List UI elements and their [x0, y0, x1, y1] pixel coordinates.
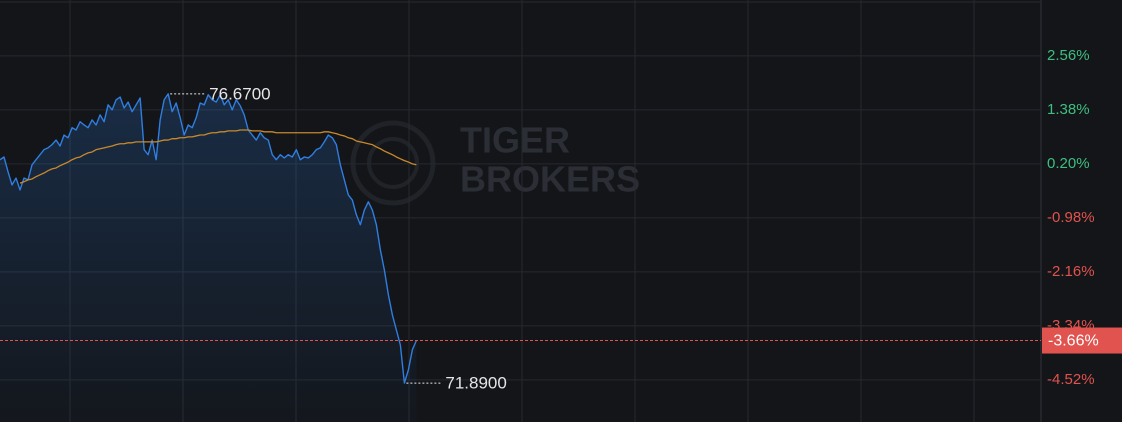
annotation-label: 71.8900 [445, 374, 506, 393]
y-tick-label: -2.16% [1047, 263, 1095, 280]
average-line [19, 129, 417, 184]
annotation-label: 76.6700 [209, 84, 270, 103]
y-tick-label: 0.20% [1047, 155, 1090, 172]
last-price-label: -3.66% [1048, 333, 1099, 350]
watermark-text: TIGER [460, 120, 570, 161]
watermark-logo [350, 120, 436, 206]
y-tick-label: -4.52% [1047, 371, 1095, 388]
y-tick-label: 1.38% [1047, 101, 1090, 118]
last-price-box [1042, 327, 1122, 354]
y-tick-label: -0.98% [1047, 209, 1095, 226]
area-fill [0, 93, 417, 422]
price-line [0, 93, 418, 384]
y-tick-label: 2.56% [1047, 47, 1090, 64]
watermark-text: BROKERS [460, 159, 640, 200]
